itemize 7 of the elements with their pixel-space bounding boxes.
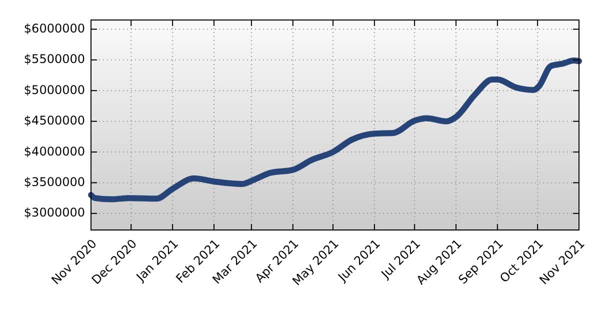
y-tick-label: $4500000 [24,114,85,128]
y-tick-label: $5000000 [24,82,85,97]
y-tick-label: $6000000 [24,21,85,36]
y-tick-label: $5500000 [24,52,85,66]
y-tick-label: $3000000 [24,206,85,220]
y-tick-label: $4000000 [24,144,85,158]
y-tick-label: $3500000 [24,175,85,189]
